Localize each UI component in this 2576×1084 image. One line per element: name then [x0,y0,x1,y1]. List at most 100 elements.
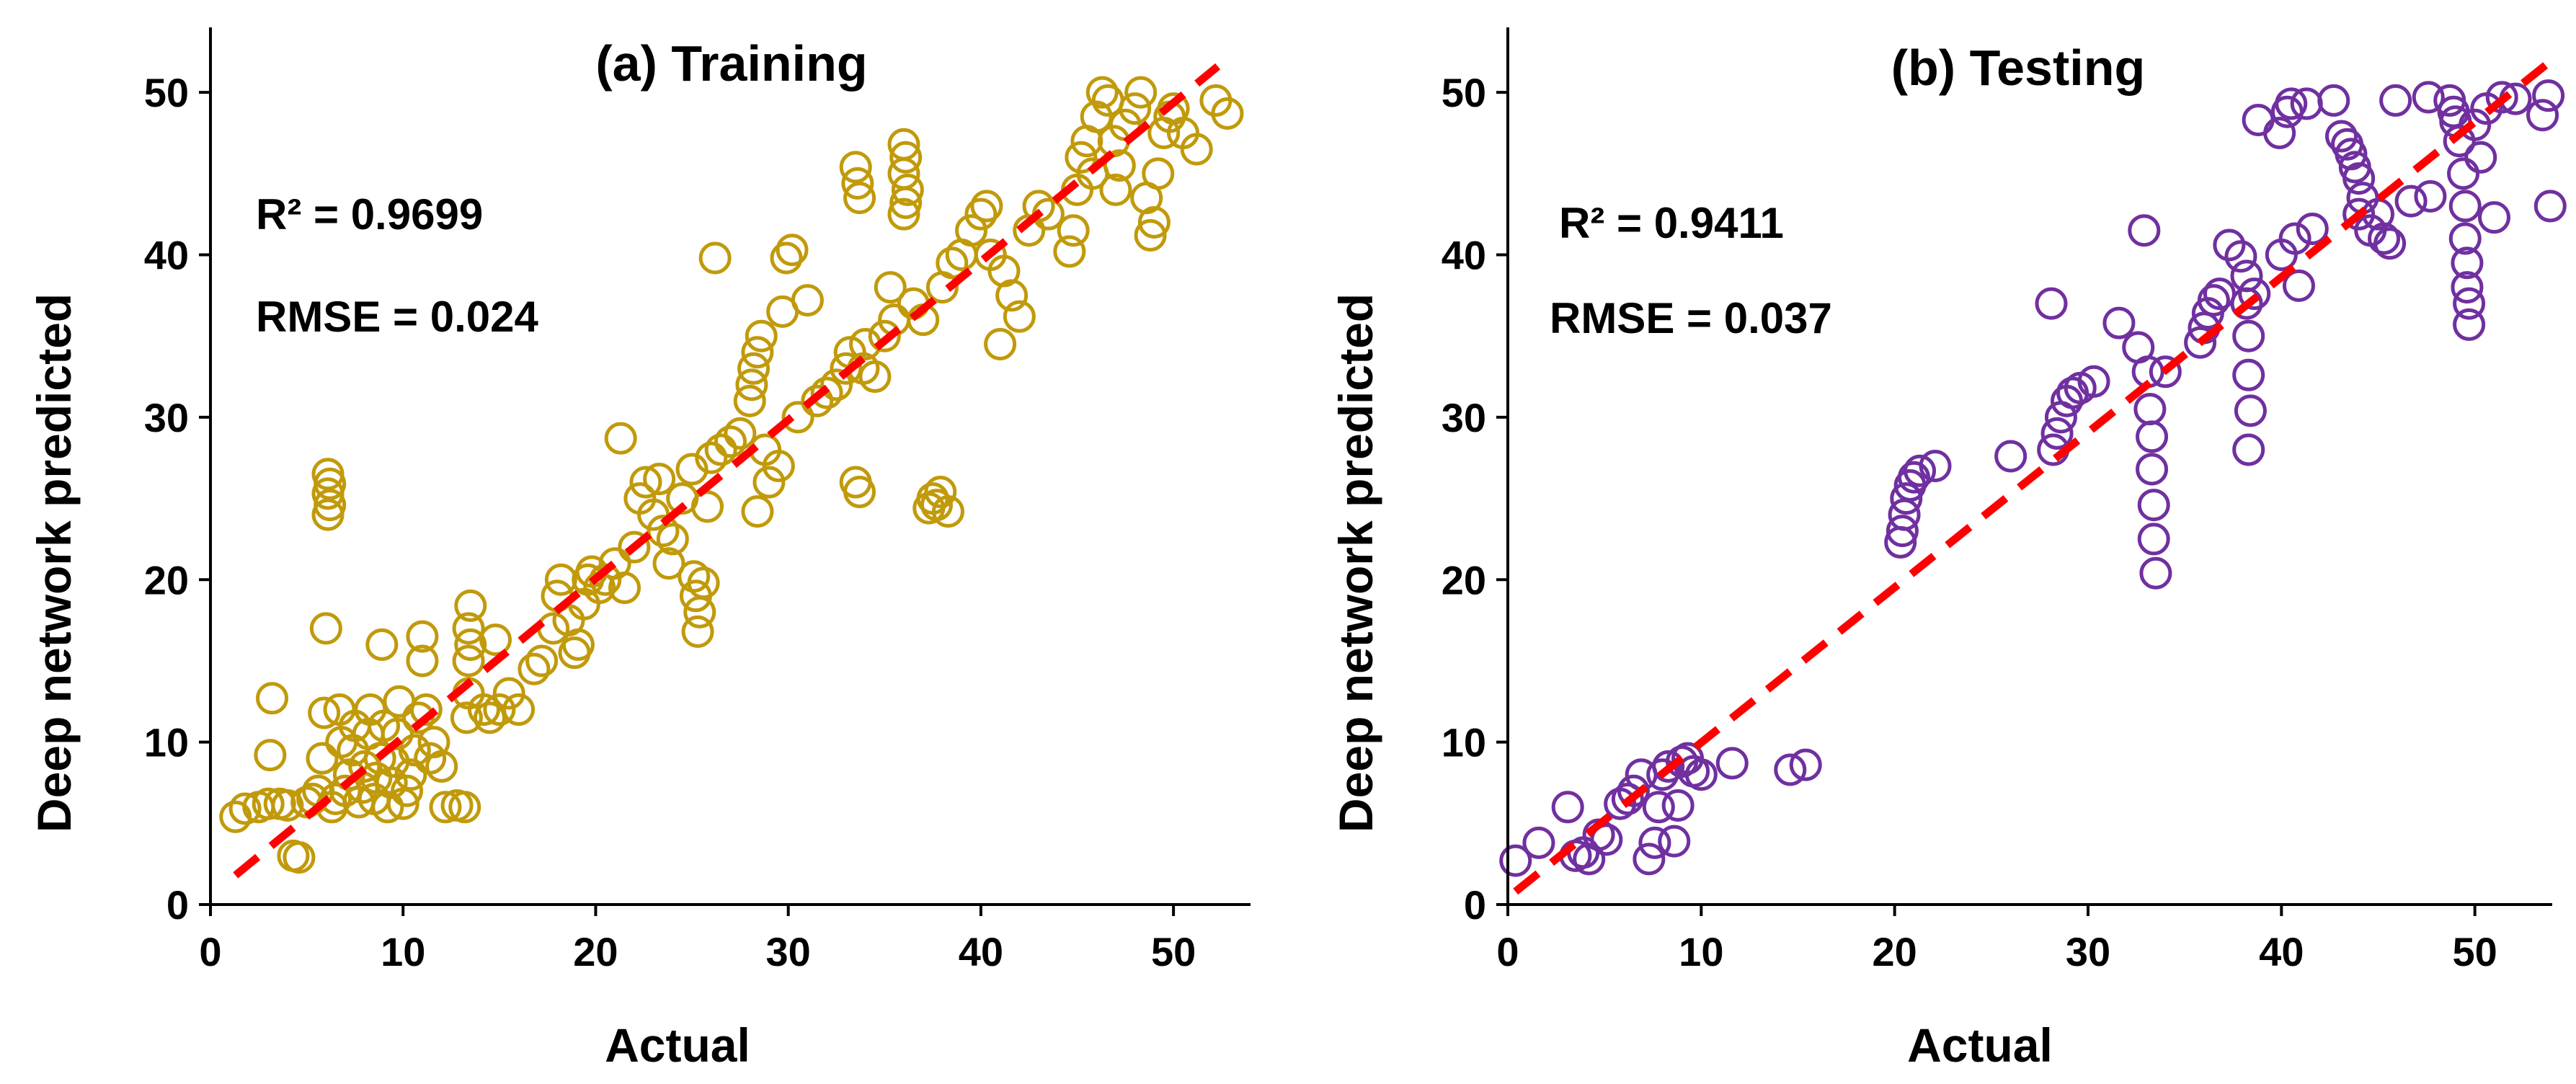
data-points [1499,79,2567,877]
data-point [1124,76,1158,109]
data-point [2453,308,2486,341]
rmse-annotation: RMSE = 0.037 [1550,294,1832,342]
data-point [502,693,536,727]
data-point [479,623,512,657]
data-point [311,458,345,491]
data-point [604,422,637,455]
data-point [1099,173,1132,206]
data-point [704,433,737,466]
data-point [2447,157,2480,190]
data-point [776,234,809,267]
data-point [406,644,439,678]
data-point [618,530,651,564]
data-point [2325,120,2358,153]
data-point [924,476,957,509]
data-point [2296,212,2329,245]
data-point [2149,355,2182,388]
data-point [2278,222,2311,255]
data-point [2459,108,2492,141]
data-point [544,563,577,596]
data-point [891,173,924,206]
data-point [2234,394,2267,427]
data-point [1789,748,1822,781]
data-point [2448,190,2482,223]
y-tick-label: 40 [1442,233,1486,278]
fit-line [233,63,1221,879]
data-point [843,182,876,215]
data-point [314,489,347,522]
data-point [830,352,863,385]
data-point [1022,190,1055,223]
x-tick-label: 30 [766,929,811,974]
data-point [452,644,485,678]
data-point [801,384,834,417]
data-point [561,628,595,661]
data-point [2137,523,2170,556]
data-point [741,336,774,369]
data-point [454,628,487,661]
data-point [791,284,824,317]
data-point [656,523,689,556]
data-point [2451,246,2484,280]
data-point [745,319,778,352]
data-point [1904,454,1937,487]
x-tick-label: 20 [1873,929,1917,974]
rmse-annotation: RMSE = 0.024 [256,293,539,341]
data-point [450,701,483,734]
data-point [1499,844,1532,877]
data-point [2368,222,2401,255]
data-point [995,279,1029,312]
data-point [2136,453,2169,486]
data-point [1638,826,1671,859]
data-point [2412,81,2445,114]
data-point [1617,774,1650,807]
data-point [887,197,920,231]
data-point [714,425,747,458]
data-point [429,791,462,824]
data-point [2197,284,2230,317]
x-tick-label: 40 [959,929,1003,974]
r-squared-annotation: R² = 0.9699 [256,190,483,239]
data-point [839,151,872,184]
data-point [695,441,728,474]
data-point [733,384,766,417]
data-point [1057,214,1090,247]
data-point [629,466,662,499]
data-point [1661,789,1695,822]
x-tick-label: 10 [381,929,425,974]
data-point [467,693,500,727]
data-point [1180,133,1213,166]
data-point [762,450,795,482]
data-point [2035,287,2068,320]
data-point [810,376,843,409]
data-point [483,693,516,727]
data-point [2478,201,2510,234]
data-point [868,319,901,352]
x-tick-label: 0 [1496,929,1519,974]
data-point [752,466,786,499]
x-tick-label: 50 [1151,929,1196,974]
data-point [1137,205,1171,239]
data-point [1774,753,1807,786]
data-point [1890,482,1923,515]
data-point [737,352,770,385]
data-point [2373,227,2407,260]
data-point [1211,97,1244,130]
y-tick-label: 50 [1442,70,1486,115]
data-point [2238,277,2271,311]
data-point [2213,228,2246,262]
data-point [1134,218,1167,252]
data-point [987,254,1021,288]
data-point [964,197,998,231]
data-point [1080,100,1113,133]
y-axis-label: Deep network predicted [27,293,81,832]
data-point [452,612,485,645]
data-point [675,453,709,486]
data-point [386,787,419,820]
data-point [874,271,907,304]
data-point [2464,141,2497,174]
data-point [406,620,439,653]
data-point [319,783,352,816]
data-point [365,628,399,661]
